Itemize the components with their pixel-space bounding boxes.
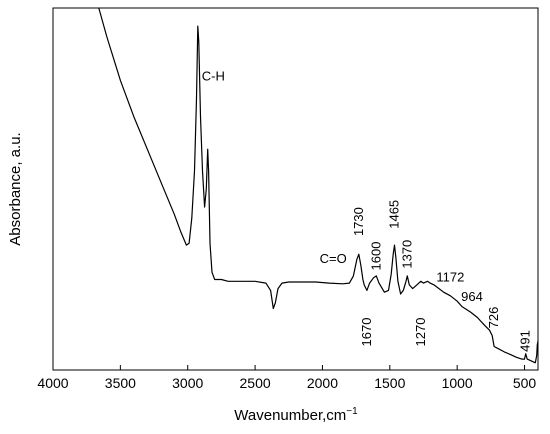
x-tick-label: 4000 — [37, 375, 68, 391]
x-tick-label: 2000 — [307, 375, 338, 391]
x-tick-label: 2500 — [240, 375, 271, 391]
x-tick-label: 3500 — [105, 375, 136, 391]
peak-annotation: 491 — [518, 330, 533, 352]
x-axis-title: Wavenumber,cm−1 — [234, 406, 358, 424]
peak-annotation: 1670 — [359, 318, 374, 347]
spectrum-line — [98, 7, 539, 364]
x-tick-label: 3000 — [172, 375, 203, 391]
peak-annotation: 726 — [486, 307, 501, 329]
x-tick-label: 500 — [513, 375, 537, 391]
x-tick-label: 1500 — [374, 375, 405, 391]
x-axis-ticks: 4000 3500 3000 2500 2000 1500 1000 500 — [37, 365, 536, 391]
peak-annotation: 1600 — [368, 242, 383, 271]
plot-frame — [52, 7, 539, 371]
peak-annotation: C=O — [320, 251, 347, 266]
y-axis-title: Absorbance, a.u. — [7, 132, 24, 245]
peak-annotation: 1270 — [413, 318, 428, 347]
peak-annotation: 964 — [461, 289, 483, 304]
peak-annotation: C-H — [202, 68, 225, 83]
peak-annotation: 1370 — [399, 240, 414, 269]
peak-annotation: 1730 — [351, 207, 366, 236]
spectrum-series — [98, 7, 539, 364]
x-axis-title-superscript: −1 — [346, 406, 358, 417]
peak-annotation: 1465 — [387, 200, 402, 229]
peak-annotation: 1172 — [436, 269, 464, 284]
x-axis-title-main: Wavenumber,cm — [234, 407, 346, 424]
x-tick-label: 1000 — [442, 375, 473, 391]
